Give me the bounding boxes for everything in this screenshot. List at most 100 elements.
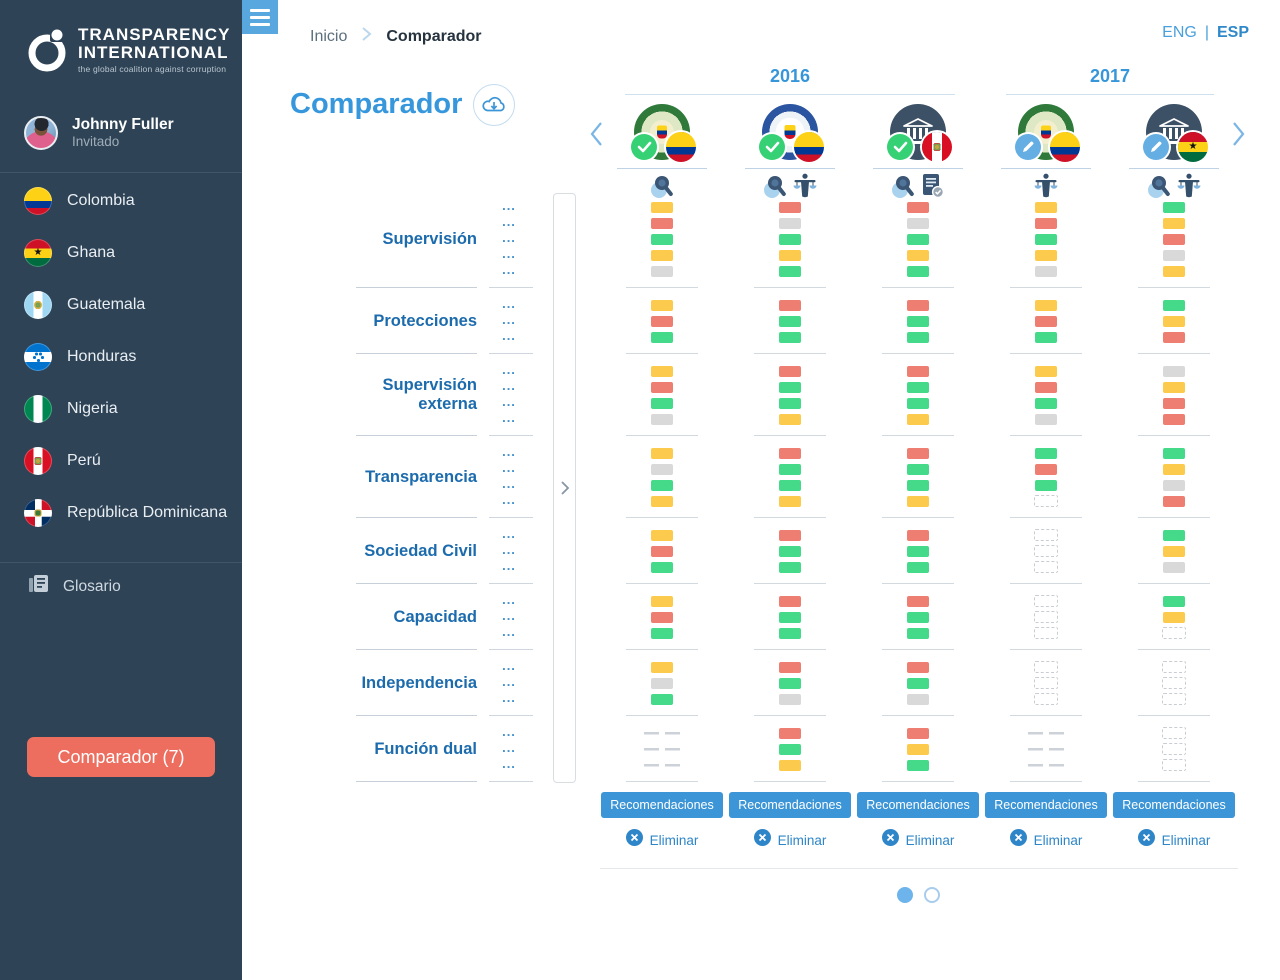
indicator-ellipsis[interactable]: ... <box>502 246 516 261</box>
indicator-ellipsis[interactable]: ... <box>502 378 516 393</box>
check-badge-icon <box>631 134 657 160</box>
recomendaciones-button[interactable]: Recomendaciones <box>1113 792 1235 818</box>
rating-bar-green <box>1163 529 1185 541</box>
indicator-ellipsis[interactable]: ... <box>502 624 516 639</box>
sidebar-item-colombia[interactable]: Colombia <box>0 175 242 227</box>
rating-bar-red <box>1035 381 1057 393</box>
eliminar-button[interactable]: Eliminar <box>753 829 826 851</box>
rating-bar-yellow <box>779 495 801 507</box>
rating-bar-yellow <box>907 413 929 425</box>
indicator-ellipsis[interactable]: ... <box>502 296 516 311</box>
indicator-ellipsis[interactable]: ... <box>502 492 516 507</box>
indicator-ellipsis[interactable]: ... <box>502 312 516 327</box>
indicator-ellipsis[interactable]: ... <box>502 608 516 623</box>
rating-bar-red <box>779 447 801 459</box>
breadcrumb-inicio[interactable]: Inicio <box>310 27 348 45</box>
rating-bar-gray <box>1163 249 1185 261</box>
cloud-download-icon[interactable] <box>473 84 515 126</box>
indicator-ellipsis[interactable]: ... <box>502 362 516 377</box>
rating-bar-red <box>779 727 801 739</box>
comparador-button[interactable]: Comparador (7) <box>27 737 215 777</box>
year-header-2017: 2017 <box>982 66 1238 100</box>
indicator-ellipsis[interactable]: ... <box>502 444 516 459</box>
sidebar-item-nigeria[interactable]: Nigeria <box>0 383 242 435</box>
indicator-ellipsis[interactable]: ... <box>502 394 516 409</box>
indicator-ellipsis[interactable]: ... <box>502 756 516 771</box>
document-icon[interactable] <box>921 173 945 199</box>
indicator-ellipsis[interactable]: ... <box>502 526 516 541</box>
carousel-left-icon[interactable] <box>589 120 604 151</box>
eliminar-button[interactable]: Eliminar <box>625 829 698 851</box>
indicator-ellipsis[interactable]: ... <box>502 558 516 573</box>
category-label: Supervisión externa <box>382 376 477 413</box>
magnifier-icon[interactable] <box>650 173 675 199</box>
rating-bar-green <box>1035 233 1057 245</box>
recomendaciones-button[interactable]: Recomendaciones <box>601 792 723 818</box>
user-profile[interactable]: Johnny Fuller Invitado <box>24 116 174 150</box>
indicator-ellipsis[interactable]: ... <box>502 410 516 425</box>
indicator-ellipsis[interactable]: ... <box>502 690 516 705</box>
indicator-ellipsis[interactable]: ... <box>502 674 516 689</box>
rating-bar-green <box>779 611 801 623</box>
lang-eng[interactable]: ENG <box>1162 24 1197 41</box>
rating-bar-green <box>1163 201 1185 213</box>
eliminar-button[interactable]: Eliminar <box>1137 829 1210 851</box>
indicator-ellipsis[interactable]: ... <box>502 476 516 491</box>
sidebar-item-glosario[interactable]: Glosario <box>28 574 121 599</box>
indicator-ellipsis[interactable]: ... <box>502 214 516 229</box>
indicator-ellipsis[interactable]: ... <box>502 658 516 673</box>
rating-bar-red <box>907 299 929 311</box>
sidebar-item-ghana[interactable]: Ghana <box>0 227 242 279</box>
category-label: Sociedad Civil <box>364 541 477 560</box>
indicator-ellipsis[interactable]: ... <box>502 328 516 343</box>
book-icon <box>28 574 50 599</box>
language-toggle: ENG | ESP <box>1162 24 1249 41</box>
sidebar-item-peru[interactable]: Perú <box>0 435 242 487</box>
eliminar-button[interactable]: Eliminar <box>881 829 954 851</box>
sidebar-item-guatemala[interactable]: Guatemala <box>0 279 242 331</box>
carousel-right-icon[interactable] <box>1231 120 1246 151</box>
indicator-ellipsis[interactable]: ... <box>502 542 516 557</box>
category-label: Independencia <box>361 673 477 692</box>
expand-panel[interactable] <box>553 193 576 783</box>
recomendaciones-button[interactable]: Recomendaciones <box>729 792 851 818</box>
rating-bar-na <box>644 727 680 739</box>
magnifier-icon[interactable] <box>763 173 788 199</box>
indicator-ellipsis[interactable]: ... <box>502 740 516 755</box>
rating-bar-red <box>651 315 673 327</box>
indicator-ellipsis[interactable]: ... <box>502 724 516 739</box>
indicator-ellipsis[interactable]: ... <box>502 230 516 245</box>
scales-icon[interactable] <box>793 173 817 199</box>
indicator-ellipsis[interactable]: ... <box>502 460 516 475</box>
column-header-2 <box>726 100 854 200</box>
delete-x-icon <box>1137 829 1155 851</box>
magnifier-icon[interactable] <box>891 173 916 199</box>
rating-bar-yellow <box>651 249 673 261</box>
sidebar-item-honduras[interactable]: Honduras <box>0 331 242 383</box>
indicator-ellipsis[interactable]: ... <box>502 262 516 277</box>
magnifier-icon[interactable] <box>1147 173 1172 199</box>
pagination <box>598 887 1238 903</box>
sidebar-item-dominicana[interactable]: República Dominicana <box>0 487 242 539</box>
rating-bar-yellow <box>651 447 673 459</box>
indicator-ellipsis[interactable]: ... <box>502 592 516 607</box>
rating-bar-empty <box>1034 529 1058 541</box>
guatemala-flag-icon <box>24 291 52 319</box>
rating-bar-yellow <box>651 201 673 213</box>
year-underline <box>1006 94 1214 95</box>
pagination-dot-1[interactable] <box>896 887 913 903</box>
rating-bar-empty <box>1034 545 1058 557</box>
indicator-ellipsis[interactable]: ... <box>502 198 516 213</box>
pagination-dot-2[interactable] <box>923 887 940 903</box>
country-label: Nigeria <box>67 400 118 417</box>
rating-bar-green <box>779 561 801 573</box>
recomendaciones-button[interactable]: Recomendaciones <box>857 792 979 818</box>
hamburger-menu-icon[interactable] <box>242 0 278 34</box>
scales-icon[interactable] <box>1177 173 1201 199</box>
scales-icon[interactable] <box>1034 173 1058 199</box>
rating-bar-red <box>907 365 929 377</box>
eliminar-button[interactable]: Eliminar <box>1009 829 1082 851</box>
rating-bar-na <box>1028 759 1064 771</box>
lang-esp[interactable]: ESP <box>1216 24 1249 41</box>
recomendaciones-button[interactable]: Recomendaciones <box>985 792 1107 818</box>
